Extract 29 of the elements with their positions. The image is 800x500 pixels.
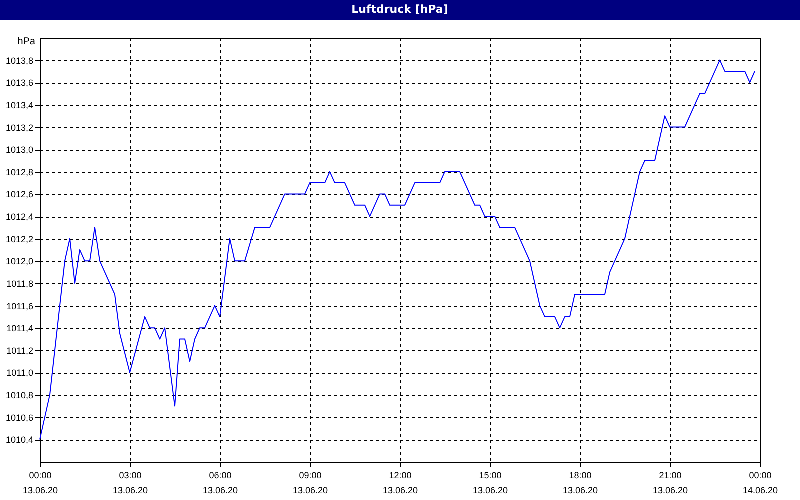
y-tick-label: 1011,8 bbox=[6, 278, 34, 289]
x-tick-label: 03:00 13.06.20 bbox=[112, 470, 148, 496]
x-tick-label: 00:00 13.06.20 bbox=[22, 470, 58, 496]
y-tick-label: 1012,4 bbox=[6, 212, 34, 222]
y-tick-label: 1012,8 bbox=[6, 167, 34, 178]
y-axis-title: hPa bbox=[18, 36, 36, 48]
chart-title: Luftdruck [hPa] bbox=[0, 0, 800, 20]
y-tick-label: 1012,2 bbox=[6, 234, 34, 244]
y-tick-label: 1012,6 bbox=[6, 190, 34, 200]
y-tick-label: 1013,8 bbox=[6, 56, 34, 66]
y-tick-label: 1013,0 bbox=[6, 145, 34, 156]
y-tick-label: 1010,8 bbox=[6, 390, 34, 401]
y-tick-label: 1011,6 bbox=[6, 301, 34, 312]
x-tick-label: 21:00 13.06.20 bbox=[652, 470, 688, 496]
y-tick-label: 1010,4 bbox=[6, 435, 34, 446]
x-tick-label: 12:00 13.06.20 bbox=[382, 470, 418, 496]
x-tick-label: 18:00 13.06.20 bbox=[562, 470, 598, 496]
x-tick-label: 15:00 13.06.20 bbox=[472, 470, 508, 496]
y-tick-label: 1013,4 bbox=[6, 100, 34, 110]
x-tick-label: 09:00 13.06.20 bbox=[292, 470, 328, 496]
x-tick-label: 00:00 14.06.20 bbox=[742, 470, 778, 496]
y-tick-label: 1012,0 bbox=[6, 256, 34, 267]
y-tick-label: 1013,2 bbox=[6, 122, 34, 133]
y-tick-label: 1011,2 bbox=[6, 346, 34, 356]
y-tick-label: 1011,4 bbox=[6, 324, 34, 334]
y-tick-label: 1013,6 bbox=[6, 78, 34, 88]
y-tick-label: 1010,6 bbox=[6, 412, 34, 423]
y-tick-label: 1011,0 bbox=[6, 368, 34, 378]
x-tick-label: 06:00 13.06.20 bbox=[202, 470, 238, 496]
